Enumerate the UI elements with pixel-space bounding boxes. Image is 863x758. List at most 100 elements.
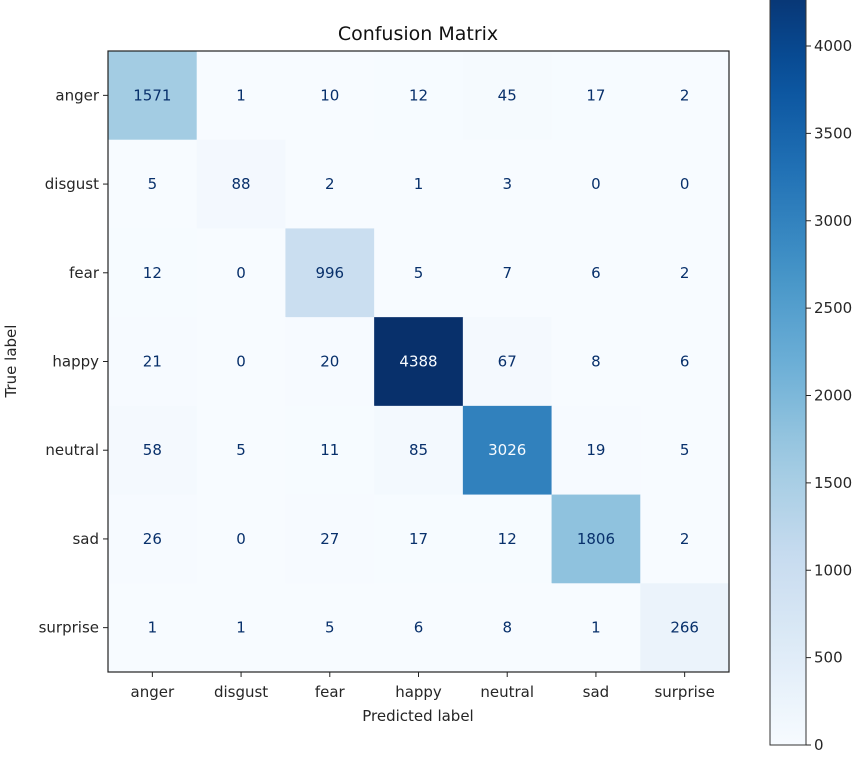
cell-value: 1806 xyxy=(577,530,615,548)
matrix-cell xyxy=(285,51,375,141)
matrix-cell xyxy=(374,317,464,407)
colorbar: 0 500 1000 1500 2000 2500 3000 3500 4000 xyxy=(769,0,852,754)
x-axis-label: Predicted label xyxy=(362,707,473,725)
cell-value: 26 xyxy=(143,530,162,548)
matrix-cell xyxy=(374,494,464,584)
matrix-cell xyxy=(462,494,553,584)
matrix-cell xyxy=(551,317,641,407)
cell-value: 1571 xyxy=(133,86,171,104)
x-tick-label: happy xyxy=(395,683,442,701)
matrix-cell xyxy=(108,405,198,496)
matrix-cell xyxy=(640,494,730,584)
cell-value: 5 xyxy=(414,264,424,282)
cell-value: 17 xyxy=(586,86,605,104)
y-tick-label: disgust xyxy=(45,175,99,193)
matrix-cell xyxy=(108,228,198,318)
cell-value: 45 xyxy=(498,86,517,104)
matrix-cell xyxy=(196,583,286,673)
cell-value: 58 xyxy=(143,441,162,459)
cell-value: 1 xyxy=(236,619,246,637)
matrix-cell xyxy=(551,494,641,584)
matrix-cell xyxy=(462,583,553,673)
matrix-cell xyxy=(374,405,464,496)
matrix-cell xyxy=(196,317,286,407)
y-tick-label: anger xyxy=(55,86,99,104)
y-tick-label: neutral xyxy=(45,441,99,459)
matrix-cell xyxy=(551,405,641,496)
matrix-cell xyxy=(285,228,375,318)
cell-value: 19 xyxy=(586,441,605,459)
y-tick-label: surprise xyxy=(39,619,99,637)
matrix-cell xyxy=(108,494,198,584)
cell-value: 12 xyxy=(143,264,162,282)
y-axis-label: True label xyxy=(2,325,20,399)
colorbar-tick-label: 2000 xyxy=(814,387,852,405)
matrix-cell xyxy=(196,494,286,584)
cell-value: 2 xyxy=(325,175,335,193)
y-tick-label: fear xyxy=(69,264,100,282)
chart-title: Confusion Matrix xyxy=(338,23,498,45)
matrix-cell xyxy=(108,51,198,141)
cell-value: 1 xyxy=(414,175,424,193)
matrix-cell xyxy=(640,317,730,407)
matrix-cell xyxy=(285,405,375,496)
cell-value: 266 xyxy=(670,619,699,637)
matrix-cell xyxy=(462,405,553,496)
cell-value: 3 xyxy=(502,175,512,193)
matrix-cell xyxy=(640,139,730,229)
cell-value: 2 xyxy=(680,530,690,548)
matrix-cell xyxy=(285,317,375,407)
matrix-cell xyxy=(285,583,375,673)
matrix-cell xyxy=(551,228,641,318)
matrix-cell xyxy=(374,51,464,141)
matrix-cell xyxy=(551,51,641,141)
matrix-cell xyxy=(640,405,730,496)
matrix-cell xyxy=(462,139,553,229)
cell-value: 8 xyxy=(591,353,601,371)
colorbar-tick-label: 1000 xyxy=(814,561,852,579)
matrix-cell xyxy=(108,583,198,673)
matrix-cell xyxy=(196,405,286,496)
matrix-cell xyxy=(374,583,464,673)
cell-value: 12 xyxy=(498,530,517,548)
x-tick-label: surprise xyxy=(654,683,714,701)
cell-value: 2 xyxy=(680,264,690,282)
cell-value: 27 xyxy=(320,530,339,548)
cell-value: 5 xyxy=(236,441,246,459)
colorbar-gradient xyxy=(769,0,807,746)
cell-value: 88 xyxy=(232,175,251,193)
cell-value: 5 xyxy=(325,619,335,637)
colorbar-tick-label: 500 xyxy=(814,649,843,667)
colorbar-tick-label: 4000 xyxy=(814,37,852,55)
cell-value: 7 xyxy=(502,264,512,282)
cell-value: 6 xyxy=(591,264,601,282)
matrix-cell xyxy=(640,51,730,141)
colorbar-tick-label: 3500 xyxy=(814,124,852,142)
y-tick-label: sad xyxy=(72,530,99,548)
cell-value: 17 xyxy=(409,530,428,548)
cell-value: 996 xyxy=(315,264,344,282)
matrix-cell xyxy=(640,228,730,318)
cell-value: 1 xyxy=(236,86,246,104)
cell-value: 1 xyxy=(148,619,158,637)
matrix-cell xyxy=(640,583,730,673)
cell-value: 0 xyxy=(680,175,690,193)
cell-value: 85 xyxy=(409,441,428,459)
colorbar-tick-label: 1500 xyxy=(814,474,852,492)
matrix-cell xyxy=(285,494,375,584)
cell-value: 6 xyxy=(414,619,424,637)
matrix-cell xyxy=(462,317,553,407)
cell-value: 4388 xyxy=(399,353,437,371)
cell-value: 3026 xyxy=(488,441,526,459)
matrix-cell xyxy=(374,139,464,229)
x-tick-label: anger xyxy=(131,683,175,701)
matrix-cell xyxy=(196,228,286,318)
matrix-cell xyxy=(196,51,286,141)
cell-value: 5 xyxy=(148,175,158,193)
matrix-cell xyxy=(551,139,641,229)
cell-value: 0 xyxy=(236,353,246,371)
cell-value: 0 xyxy=(591,175,601,193)
matrix-cell xyxy=(374,228,464,318)
cell-value: 5 xyxy=(680,441,690,459)
